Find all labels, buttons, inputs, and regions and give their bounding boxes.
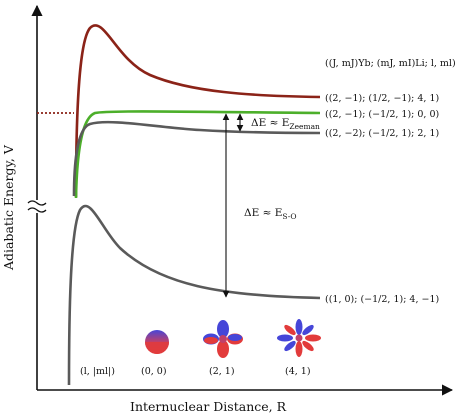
zeeman-annotation-prefix: ΔE ≈ E — [251, 117, 289, 129]
spin-orbit-annotation-sub: S-O — [282, 212, 296, 221]
s-wave-orbital — [145, 330, 169, 354]
axis-break-mark-bottom — [27, 207, 47, 213]
curve-label-green: ((2, −1); (−1/2, 1); 0, 0) — [325, 109, 439, 120]
spin-orbit-annotation-prefix: ΔE ≈ E — [244, 207, 282, 219]
spin-orbit-annotation: ΔE ≈ ES-O — [244, 207, 297, 221]
potential-curve-gray-lower — [67, 204, 321, 386]
potential-curve-gray-upper — [72, 120, 321, 197]
partial-wave-header: (l, |ml|) — [80, 366, 115, 377]
axis-break-mark-top — [27, 200, 47, 206]
curve-label-gray-upper: ((2, −2); (−1/2, 1); 2, 1) — [325, 128, 439, 139]
quantum-number-header: ((J, mJ)Yb; (mJ, mI)Li; l, ml) — [325, 58, 456, 69]
potential-curve-red — [74, 24, 321, 198]
potential-curve-green — [74, 110, 321, 199]
partial-wave-label-1: (2, 1) — [209, 366, 235, 377]
zeeman-annotation: ΔE ≈ EZeeman — [251, 117, 320, 131]
g-wave-orbital — [277, 319, 321, 357]
x-axis-title: Internuclear Distance, R — [130, 399, 287, 414]
partial-wave-label-2: (4, 1) — [285, 366, 311, 377]
d-wave-orbital — [203, 320, 243, 358]
curve-label-gray-lower: ((1, 0); (−1/2, 1); 4, −1) — [325, 294, 439, 305]
partial-wave-label-0: (0, 0) — [141, 366, 167, 377]
y-axis-title: Adiabatic Energy, V — [1, 144, 16, 271]
axis-break-gap — [28, 200, 46, 213]
zeeman-annotation-sub: Zeeman — [289, 122, 320, 131]
curve-label-red: ((2, −1); (1/2, −1); 4, 1) — [325, 93, 439, 104]
